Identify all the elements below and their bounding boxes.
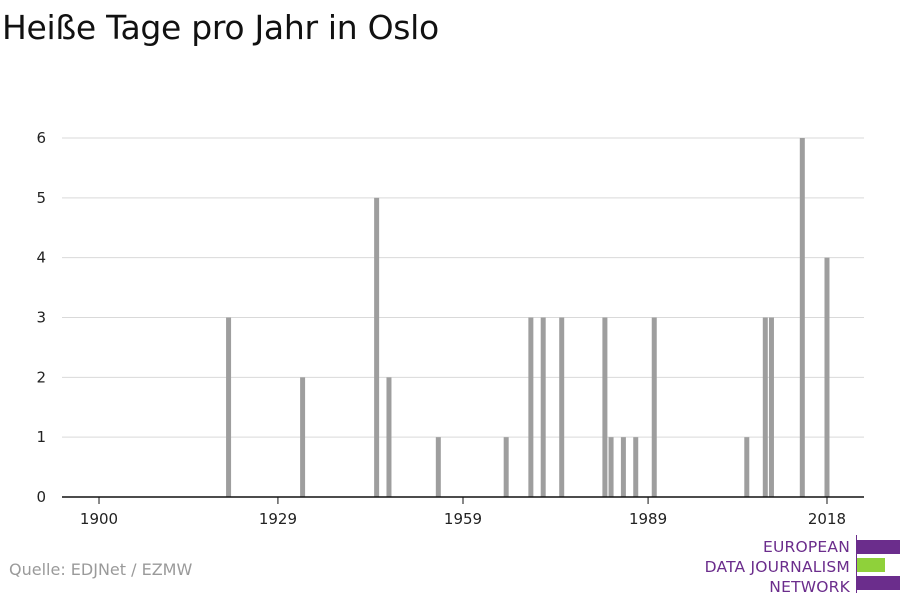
bar-1990 xyxy=(651,317,657,497)
x-tick-label: 1900 xyxy=(80,510,118,528)
bar-1985 xyxy=(620,437,626,497)
y-tick-label: 5 xyxy=(36,189,46,207)
bar-1970 xyxy=(528,317,534,497)
bar-1955 xyxy=(435,437,441,497)
logo-bar-purple-bottom xyxy=(857,576,900,590)
y-tick-label: 2 xyxy=(36,368,46,386)
bar-2008 xyxy=(762,317,768,497)
axes xyxy=(62,496,864,504)
chart-title: Heiße Tage pro Jahr in Oslo xyxy=(2,8,439,47)
bar-2005 xyxy=(744,437,750,497)
x-tick-label: 2018 xyxy=(808,510,846,528)
gridlines xyxy=(62,137,864,438)
bar-1972 xyxy=(540,317,546,497)
logo-bar-purple-top xyxy=(857,540,900,554)
bar-1982 xyxy=(602,317,608,497)
logo-line-3: NETWORK xyxy=(769,578,850,596)
x-tick-label: 1929 xyxy=(259,510,297,528)
bar-1987 xyxy=(633,437,639,497)
logo-line-1: EUROPEAN xyxy=(762,538,850,556)
bar-1945 xyxy=(374,197,380,498)
bar-1947 xyxy=(386,377,392,497)
logo-bar-green xyxy=(857,558,885,572)
y-tick-label: 1 xyxy=(36,428,46,446)
bar-1966 xyxy=(503,437,509,497)
edjnet-logo: EUROPEAN DATA JOURNALISM NETWORK xyxy=(700,535,900,597)
x-tick-label: 1989 xyxy=(629,510,667,528)
y-tick-label: 6 xyxy=(36,129,46,147)
bar-1921 xyxy=(226,317,232,497)
bar-2018 xyxy=(824,257,830,497)
x-tick-label: 1959 xyxy=(444,510,482,528)
y-tick-label: 3 xyxy=(36,309,46,327)
bar-1983 xyxy=(608,437,614,497)
source-note: Quelle: EDJNet / EZMW xyxy=(9,560,193,579)
bar-2014 xyxy=(799,138,805,497)
bar-1975 xyxy=(559,317,565,497)
y-tick-label: 0 xyxy=(36,488,46,506)
y-tick-label: 4 xyxy=(36,249,46,267)
bar-2009 xyxy=(768,317,774,497)
x-tick-labels: 1900 1929 1959 1989 2018 xyxy=(80,510,846,528)
bar-chart: 0 1 2 3 4 5 6 1900 1929 1959 1989 2018 xyxy=(36,129,864,528)
logo-line-2: DATA JOURNALISM xyxy=(704,558,850,576)
bar-1933 xyxy=(300,377,306,497)
logo-separator xyxy=(856,535,857,593)
bars xyxy=(226,138,830,498)
logo-text: EUROPEAN DATA JOURNALISM NETWORK xyxy=(705,537,850,597)
y-tick-labels: 0 1 2 3 4 5 6 xyxy=(36,129,46,506)
